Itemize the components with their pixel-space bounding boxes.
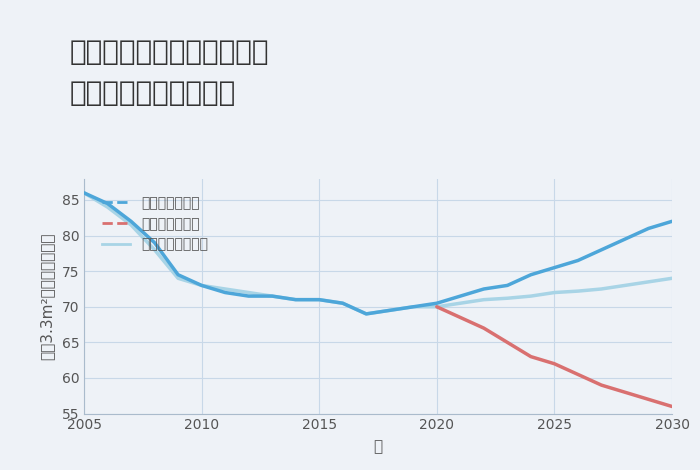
Text: 奈良県奈良市月ヶ瀬石打の
中古戸建ての価格推移: 奈良県奈良市月ヶ瀬石打の 中古戸建ての価格推移 bbox=[70, 38, 270, 107]
Y-axis label: 坪（3.3m²）単価（万円）: 坪（3.3m²）単価（万円） bbox=[40, 232, 55, 360]
Legend: グッドシナリオ, バッドシナリオ, ノーマルシナリオ: グッドシナリオ, バッドシナリオ, ノーマルシナリオ bbox=[97, 190, 214, 257]
X-axis label: 年: 年 bbox=[373, 439, 383, 454]
